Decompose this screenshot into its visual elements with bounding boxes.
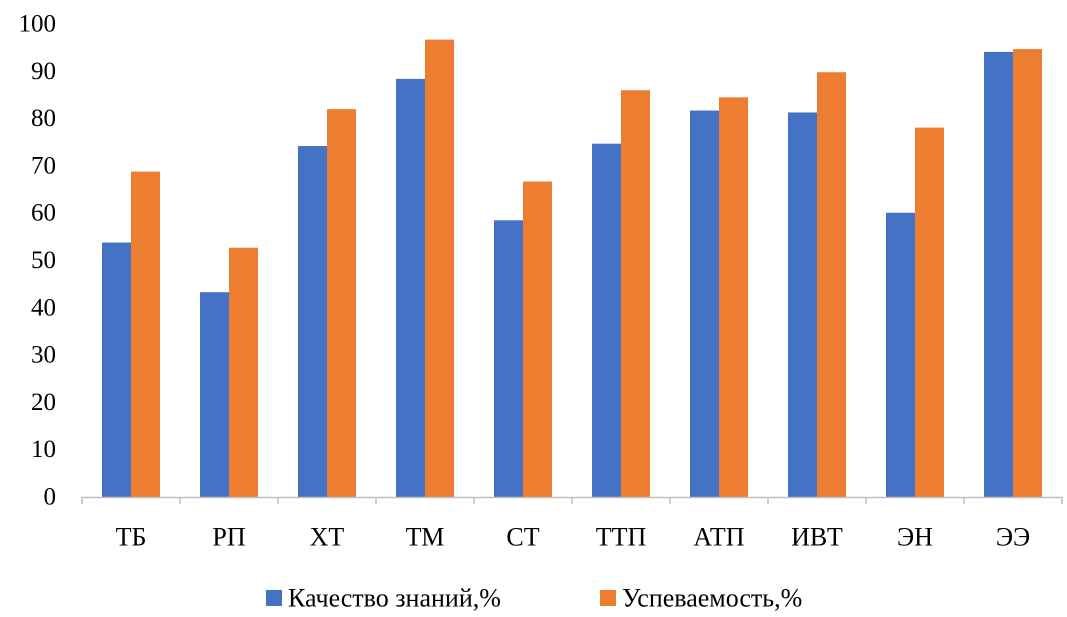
bar-knowledge-quality xyxy=(200,292,229,497)
y-tick-label: 20 xyxy=(31,389,56,416)
x-category-label: ТМ xyxy=(406,523,445,552)
legend-swatch xyxy=(600,590,616,606)
bar-academic-performance xyxy=(229,247,258,497)
legend-swatch xyxy=(266,590,282,606)
bar-academic-performance xyxy=(1013,49,1042,497)
bar-knowledge-quality xyxy=(298,146,327,497)
y-tick-label: 80 xyxy=(31,105,56,132)
x-category-label: СТ xyxy=(506,523,539,552)
bar-knowledge-quality xyxy=(690,110,719,498)
bar-knowledge-quality xyxy=(886,212,915,498)
bar-academic-performance xyxy=(425,39,454,497)
x-axis-ticks: ТБ РП ХТ ТМ СТ ТТП АТП ИВТ ЭН ЭЭ xyxy=(81,497,1063,552)
x-category-label: ИВТ xyxy=(791,523,843,552)
y-tick-label: 50 xyxy=(31,247,56,274)
y-tick-label: 40 xyxy=(31,294,56,321)
bar-knowledge-quality xyxy=(984,51,1013,497)
y-axis-ticks: 0 10 20 30 40 50 60 70 80 90 100 xyxy=(19,11,57,511)
x-category-label: ТБ xyxy=(116,523,147,552)
legend: Качество знаний,% Успеваемость,% xyxy=(266,584,802,613)
bar-academic-performance xyxy=(131,171,160,498)
legend-label: Успеваемость,% xyxy=(622,584,802,613)
y-tick-label: 70 xyxy=(31,152,56,179)
y-tick-label: 100 xyxy=(19,11,57,38)
y-tick-label: 30 xyxy=(31,342,56,369)
bar-academic-performance xyxy=(915,127,944,497)
bar-academic-performance xyxy=(327,109,356,497)
bar-academic-performance xyxy=(523,181,552,497)
x-category-label: ЭН xyxy=(897,523,933,552)
bar-academic-performance xyxy=(817,72,846,497)
x-category-label: ХТ xyxy=(310,523,345,552)
bar-academic-performance xyxy=(621,90,650,497)
y-tick-label: 60 xyxy=(31,200,56,227)
bar-knowledge-quality xyxy=(592,143,621,497)
x-category-label: ТТП xyxy=(596,523,647,552)
x-category-label: РП xyxy=(212,523,245,552)
y-tick-label: 0 xyxy=(44,484,57,511)
y-tick-label: 10 xyxy=(31,436,56,463)
x-category-label: АТП xyxy=(693,523,744,552)
legend-label: Качество знаний,% xyxy=(288,584,501,613)
bar-knowledge-quality xyxy=(494,220,523,498)
bar-knowledge-quality xyxy=(396,78,425,498)
x-category-label: ЭЭ xyxy=(996,523,1030,552)
y-tick-label: 90 xyxy=(31,58,56,85)
bar-knowledge-quality xyxy=(102,242,131,497)
bar-academic-performance xyxy=(719,97,748,497)
bar-knowledge-quality xyxy=(788,112,817,498)
bars-group xyxy=(102,39,1042,498)
